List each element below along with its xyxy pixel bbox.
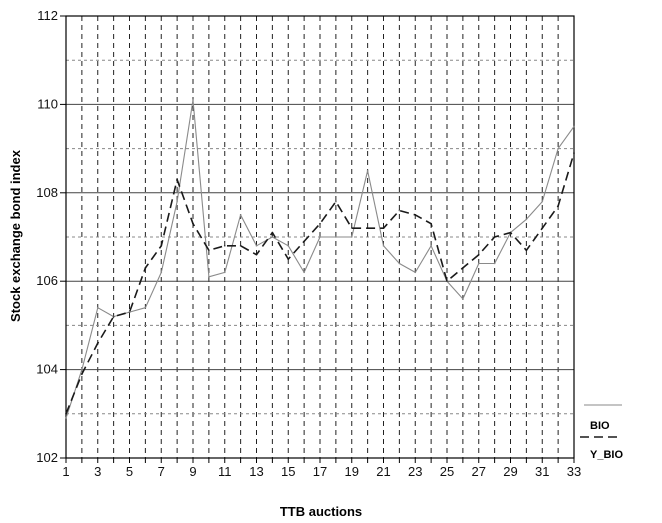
data-point-y-bio [414, 214, 417, 216]
series-line-y-bio [65, 152, 575, 415]
data-point-y-bio [128, 311, 131, 314]
data-point-y-bio [80, 373, 83, 375]
x-tick-label: 29 [503, 464, 517, 479]
data-point-y-bio [525, 249, 528, 252]
data-point-y-bio [223, 244, 226, 247]
x-tick-label: 9 [189, 464, 196, 479]
legend-label-y-bio: Y_BIO [590, 449, 623, 461]
data-point-y-bio [271, 231, 274, 234]
legend: BIO Y_BIO [580, 404, 623, 461]
x-tick-label: 33 [567, 464, 581, 479]
data-point-bio [65, 417, 67, 420]
x-tick-label: 5 [126, 464, 133, 479]
data-point-bio [461, 297, 464, 300]
data-point-bio [493, 262, 496, 265]
data-point-y-bio [509, 231, 512, 234]
data-point-y-bio [239, 244, 242, 247]
y-axis-ticks: 102 104 106 108 110 112 [36, 8, 66, 465]
x-tick-label: 13 [249, 464, 263, 479]
x-tick-label: 7 [158, 464, 165, 479]
y-axis-title: Stock exchange bond index [8, 149, 23, 322]
x-tick-label: 27 [472, 464, 486, 479]
data-point-bio [271, 236, 274, 238]
data-point-y-bio [319, 222, 321, 225]
data-point-y-bio [493, 236, 496, 238]
data-point-bio [80, 368, 83, 371]
data-point-bio [239, 214, 242, 216]
y-tick-label: 104 [36, 362, 58, 377]
data-point-bio [525, 218, 528, 221]
data-point-y-bio [144, 267, 147, 269]
x-tick-label: 17 [313, 464, 327, 479]
data-point-bio [176, 200, 179, 203]
x-axis-title: TTB auctions [280, 504, 362, 519]
data-point-y-bio [255, 253, 258, 256]
data-point-bio [207, 275, 210, 278]
data-point-bio [414, 271, 417, 274]
x-axis-ticks: 1 3 5 7 9 11 13 15 17 19 21 23 25 27 29 31 33 [62, 458, 581, 479]
series-layer [65, 99, 575, 420]
x-tick-label: 1 [62, 464, 69, 479]
data-point-bio [398, 262, 401, 265]
y-tick-label: 106 [36, 273, 58, 288]
data-point-y-bio [366, 227, 369, 230]
data-point-bio [96, 306, 99, 309]
data-point-y-bio [382, 227, 385, 230]
data-point-bio [192, 99, 194, 101]
data-point-y-bio [303, 240, 306, 243]
data-point-bio [255, 244, 258, 247]
x-tick-label: 25 [440, 464, 454, 479]
data-point-y-bio [112, 315, 115, 318]
y-tick-label: 102 [36, 450, 58, 465]
x-tick-label: 15 [281, 464, 295, 479]
data-point-bio [303, 271, 306, 274]
data-point-y-bio [160, 244, 163, 247]
data-point-bio [557, 147, 560, 150]
x-tick-label: 19 [345, 464, 359, 479]
data-point-bio [366, 169, 369, 172]
data-point-bio [541, 200, 544, 203]
data-point-y-bio [477, 253, 480, 256]
y-tick-label: 112 [37, 8, 58, 23]
x-tick-label: 21 [376, 464, 390, 479]
data-point-bio [223, 271, 226, 274]
x-tick-label: 11 [218, 464, 232, 479]
x-tick-label: 23 [408, 464, 422, 479]
data-point-y-bio [96, 342, 99, 344]
data-point-y-bio [461, 267, 464, 269]
data-point-y-bio [334, 200, 337, 203]
data-point-y-bio [65, 412, 67, 415]
data-point-y-bio [430, 222, 433, 225]
data-point-bio [160, 271, 163, 274]
data-point-y-bio [541, 227, 544, 230]
data-point-y-bio [207, 249, 210, 252]
data-point-y-bio [350, 227, 353, 230]
data-point-y-bio [446, 280, 448, 283]
data-point-y-bio [192, 222, 194, 225]
data-point-y-bio [398, 209, 401, 212]
data-point-bio [477, 262, 480, 265]
data-point-y-bio [176, 178, 179, 181]
data-point-bio [287, 244, 290, 247]
data-point-bio [382, 244, 385, 247]
data-point-bio [144, 306, 147, 309]
x-tick-label: 3 [94, 464, 101, 479]
data-point-y-bio [573, 152, 575, 154]
data-point-bio [350, 236, 353, 238]
data-point-bio [573, 125, 575, 128]
x-tick-label: 31 [535, 464, 549, 479]
y-tick-label: 108 [36, 185, 58, 200]
data-point-bio [334, 236, 337, 238]
y-tick-label: 110 [37, 96, 58, 111]
data-point-y-bio [287, 258, 290, 260]
legend-label-bio: BIO [590, 420, 610, 432]
data-point-bio [319, 236, 321, 238]
data-point-bio [430, 244, 433, 247]
data-point-y-bio [557, 205, 560, 207]
